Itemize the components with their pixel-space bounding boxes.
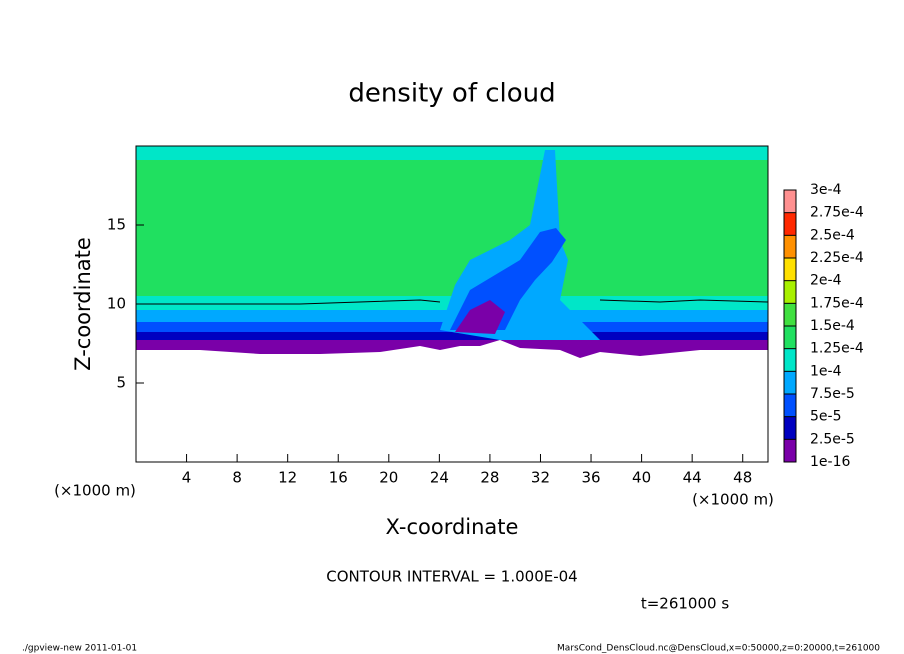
field-region [136,146,768,160]
field-region [450,228,566,330]
colorbar-cell [784,235,796,258]
y-unit: (×1000 m) [54,482,136,500]
colorbar-cell [784,371,796,394]
colorbar-cell [784,394,796,417]
colorbar-cell [784,348,796,372]
y-tick-label: 10 [107,295,126,313]
time-note: t=261000 s [641,595,729,613]
contour-line [136,299,441,305]
field-region [136,332,768,340]
colorbar-label: 2.75e-4 [810,205,864,221]
footer-left: ./gpview-new 2011-01-01 [22,644,137,654]
colorbar-cell [784,303,796,326]
colorbar-label: 1.5e-4 [810,318,855,334]
colorbar-label: 5e-5 [810,409,841,425]
field-region [136,340,768,358]
field-region [136,146,768,306]
colorbar-label: 1.75e-4 [810,295,864,311]
chart-title: density of cloud [348,79,555,109]
colorbar-cell [784,212,796,236]
x-axis-label: X-coordinate [386,515,519,539]
colorbar-cell [784,190,796,213]
x-tick-label: 48 [733,469,752,487]
colorbar-cell [784,326,796,349]
footer-right: MarsCond_DensCloud.nc@DensCloud,x=0:5000… [557,644,880,654]
colorbar-label: 2e-4 [810,273,842,289]
colorbar-cell [784,416,796,440]
colorbar-cell [784,439,796,462]
contour-line [599,299,769,303]
x-tick-label: 40 [632,469,651,487]
x-tick-label: 4 [182,469,192,487]
colorbar-label: 2.5e-5 [810,431,855,447]
x-tick-label: 44 [683,469,702,487]
field-region [455,300,505,334]
colorbar-cell [784,258,796,281]
colorbar-label: 1.25e-4 [810,341,864,357]
y-tick-label: 5 [116,374,126,392]
x-tick-label: 16 [329,469,348,487]
colorbar-label: 2.25e-4 [810,250,864,266]
x-unit: (×1000 m) [692,491,774,509]
y-tick-label: 15 [107,216,126,234]
contour-note: CONTOUR INTERVAL = 1.000E-04 [326,568,577,586]
x-tick-label: 32 [531,469,550,487]
colorbar-cell [784,280,796,304]
colorbar-label: 2.5e-4 [810,227,855,243]
colorbar-label: 1e-4 [810,363,842,379]
colorbar-label: 3e-4 [810,182,842,198]
x-tick-label: 20 [379,469,398,487]
x-tick-label: 36 [581,469,600,487]
y-axis-label: Z-coordinate [71,237,95,371]
x-tick-label: 24 [430,469,449,487]
colorbar-label: 7.5e-5 [810,386,855,402]
x-tick-label: 8 [232,469,242,487]
colorbar-label: 1e-16 [810,454,850,470]
x-tick-label: 12 [278,469,297,487]
x-tick-label: 28 [480,469,499,487]
